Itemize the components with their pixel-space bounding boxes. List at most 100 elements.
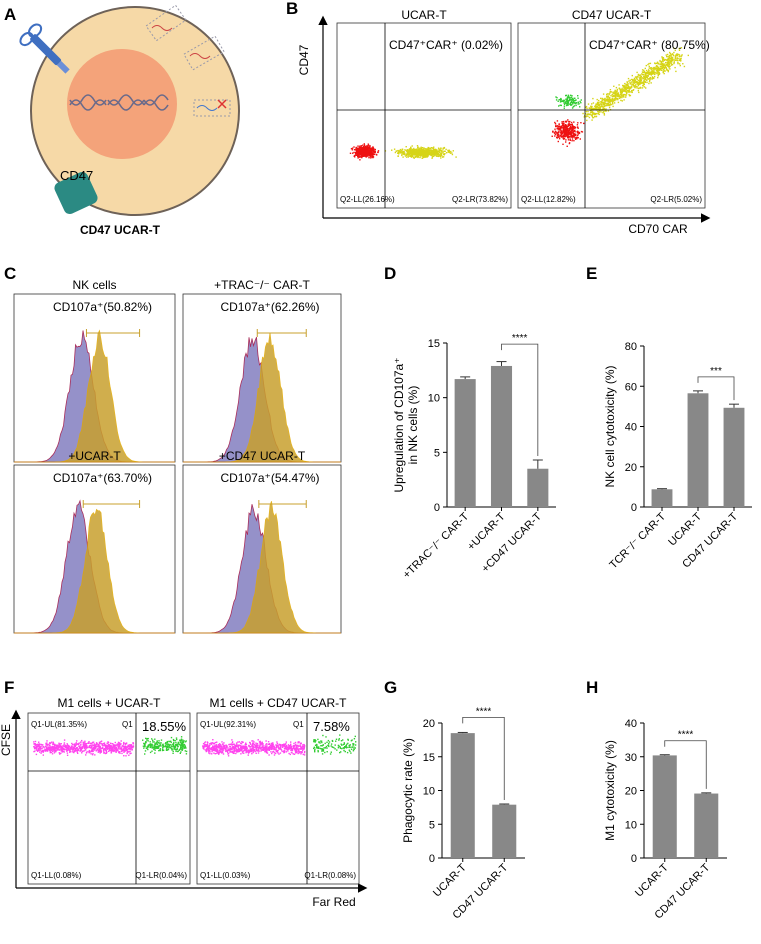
flow-b-lr-label: Q2-LR(5.02%) xyxy=(650,195,702,204)
flow-b-event xyxy=(427,154,429,156)
flow-b-event xyxy=(613,102,616,104)
flow-f-event xyxy=(152,746,154,749)
flow-f-event xyxy=(160,745,162,747)
flow-b-event xyxy=(578,131,581,134)
flow-b-event xyxy=(369,146,371,149)
flow-b-event xyxy=(441,155,443,157)
flow-f-event xyxy=(149,743,151,745)
flow-f-event xyxy=(109,745,111,747)
flow-b-event xyxy=(562,100,564,102)
flow-f-event xyxy=(241,745,244,747)
flow-b-event xyxy=(367,143,369,145)
flow-f-event xyxy=(42,754,44,756)
flow-f-event xyxy=(82,746,84,748)
flow-b-event xyxy=(570,96,573,99)
flow-f-event xyxy=(224,749,226,751)
flow-b-event xyxy=(645,64,647,67)
flow-f-event xyxy=(351,739,353,741)
flow-b-event xyxy=(426,152,428,154)
flow-b-event xyxy=(367,153,369,155)
flow-f-event xyxy=(145,747,148,750)
flow-b-event xyxy=(608,93,610,95)
flow-b-event xyxy=(372,153,374,156)
flow-b-event xyxy=(407,153,410,155)
y-tick-label: 10 xyxy=(428,393,440,405)
flow-f-event xyxy=(300,745,302,748)
flow-b-event xyxy=(657,75,659,77)
flow-b-event xyxy=(673,61,675,63)
flow-f-event xyxy=(271,746,273,748)
flow-f-event xyxy=(269,745,271,748)
flow-b-event xyxy=(604,101,606,103)
panel-label-c: C xyxy=(4,264,16,283)
flow-b-event xyxy=(559,129,561,131)
flow-f-event xyxy=(302,749,304,752)
flow-f-event xyxy=(39,744,41,746)
flow-b-event xyxy=(570,127,572,129)
flow-b-event xyxy=(662,57,665,59)
flow-b-event xyxy=(658,73,661,75)
flow-b-event xyxy=(374,148,376,151)
flow-b-event xyxy=(644,74,646,77)
flow-b-event xyxy=(366,150,368,152)
flow-f-event xyxy=(173,742,175,744)
flow-f-event xyxy=(78,746,81,748)
flow-f-event xyxy=(245,749,248,751)
flow-b-event xyxy=(569,123,571,125)
flow-f-event xyxy=(59,744,61,747)
flow-f-event xyxy=(227,751,229,753)
flow-b-event xyxy=(556,120,559,122)
flow-f-event xyxy=(123,746,125,748)
flow-f-event xyxy=(235,747,237,749)
flow-b-event xyxy=(443,147,445,149)
flow-f-event xyxy=(114,745,116,747)
flow-f-event xyxy=(93,745,96,748)
flow-b-event xyxy=(649,79,651,81)
flow-f-event xyxy=(172,743,175,745)
flow-b-event xyxy=(577,101,580,103)
flow-b-event xyxy=(655,69,658,72)
flow-b-event xyxy=(367,155,369,157)
flow-b-event xyxy=(365,151,367,153)
flow-f-event xyxy=(216,746,218,748)
flow-f-event xyxy=(121,752,123,755)
histogram-cd107a xyxy=(183,501,341,634)
flow-f-event xyxy=(298,749,300,752)
flow-b-event xyxy=(639,81,642,84)
flow-f-event xyxy=(38,748,40,750)
flow-b-event xyxy=(571,131,573,133)
flow-f-event xyxy=(176,738,178,741)
flow-f-event xyxy=(182,746,184,748)
flow-b-event xyxy=(558,138,561,140)
flow-b-event xyxy=(353,151,355,154)
flow-f-event xyxy=(275,744,277,746)
flow-b-event xyxy=(623,88,625,90)
flow-b-event xyxy=(370,149,373,151)
flow-f-event xyxy=(246,747,248,749)
flow-b-event xyxy=(361,150,364,152)
flow-b-event xyxy=(416,149,418,151)
flow-f-event xyxy=(45,744,47,746)
flow-b-event xyxy=(635,76,638,78)
flow-f-event xyxy=(334,744,336,746)
flow-f-event xyxy=(321,753,324,755)
flow-f-event xyxy=(80,746,82,748)
flow-f-event xyxy=(159,749,161,751)
flow-b-event xyxy=(558,131,560,133)
flow-f-event xyxy=(205,749,208,752)
flow-b-event xyxy=(612,98,614,100)
flow-b-event xyxy=(640,75,643,78)
flow-b-event xyxy=(364,149,366,151)
flow-b-event xyxy=(634,85,636,87)
flow-f-event xyxy=(171,748,173,750)
flow-f-event xyxy=(214,744,216,746)
flow-f-event xyxy=(115,751,117,753)
flow-f-event xyxy=(337,747,340,749)
flow-b-event xyxy=(643,73,645,76)
flow-b-event xyxy=(632,81,634,84)
flow-b-event xyxy=(595,112,597,115)
flow-f-event xyxy=(228,746,231,748)
flow-b-event xyxy=(365,155,367,158)
flow-b-event xyxy=(561,125,563,127)
flow-b-event xyxy=(410,151,412,154)
